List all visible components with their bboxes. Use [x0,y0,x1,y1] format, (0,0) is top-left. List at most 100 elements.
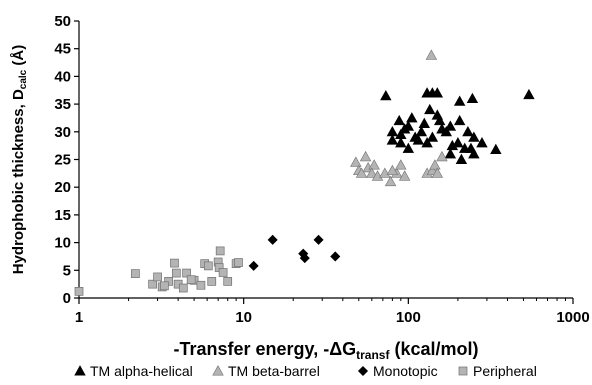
legend-marker-tm-alpha-helical [74,365,86,376]
data-point-tm-alpha-helical [433,114,446,126]
data-point-tm-alpha-helical [453,114,466,126]
legend-label-peripheral: Peripheral [473,363,537,379]
legend-label-tm-alpha-helical: TM alpha-helical [90,363,193,379]
data-point-tm-beta-barrel [359,150,372,162]
y-axis-title: Hydrophobic thickness, Dcalc (Å) [10,45,29,275]
y-tick-label: 30 [54,124,71,141]
data-point-monotopic [299,253,310,264]
data-point-tm-alpha-helical [395,137,407,148]
data-point-tm-beta-barrel [425,49,438,60]
data-point-tm-beta-barrel [429,159,441,170]
y-tick-label: 0 [63,290,71,307]
y-tick-label: 20 [54,179,71,196]
legend: TM alpha-helical TM beta-barrel Monotopic P… [74,363,537,379]
data-point-tm-alpha-helical [476,137,488,148]
data-point-tm-alpha-helical [490,143,502,154]
data-point-peripheral [170,258,179,268]
series-tm-alpha-helical [380,87,535,164]
y-tick-label: 10 [54,235,71,252]
data-point-tm-alpha-helical [453,95,466,106]
legend-marker-peripheral [458,366,468,376]
data-point-peripheral [203,261,213,271]
y-tick-label: 35 [54,96,71,113]
data-point-peripheral [182,268,191,278]
data-point-tm-alpha-helical [431,87,444,98]
data-point-tm-beta-barrel [379,167,391,178]
data-point-tm-alpha-helical [462,125,474,137]
data-point-tm-alpha-helical [465,142,477,153]
data-point-tm-beta-barrel [395,159,407,170]
x-tick-label: 10 [235,309,252,326]
legend-marker-tm-beta-barrel [212,365,224,376]
y-tick-label: 45 [54,41,71,58]
data-point-monotopic [330,251,341,262]
data-point-tm-alpha-helical [406,112,418,123]
data-point-tm-alpha-helical [402,142,415,153]
x-tick-label: 1000 [556,309,589,326]
data-point-peripheral [207,277,217,286]
data-point-peripheral [148,279,157,289]
y-tick-label: 50 [54,13,71,30]
data-point-tm-beta-barrel [431,167,444,178]
data-point-tm-alpha-helical [444,148,457,159]
x-axis-title: -Transfer energy, -ΔGtransf (kcal/mol) [173,339,478,362]
data-point-tm-alpha-helical [446,139,459,151]
data-point-peripheral [234,258,243,267]
data-point-peripheral [196,280,206,290]
data-point-peripheral [215,246,225,256]
series-peripheral [74,246,243,296]
data-point-tm-alpha-helical [444,120,457,131]
data-point-peripheral [178,283,188,293]
data-point-tm-alpha-helical [426,131,439,142]
data-point-tm-alpha-helical [452,137,464,148]
data-point-tm-alpha-helical [455,153,468,164]
data-point-peripheral [186,275,196,285]
y-tick-label: 40 [54,68,71,85]
data-point-tm-beta-barrel [436,150,448,162]
x-tick-label: 1 [75,309,83,326]
data-point-tm-alpha-helical [466,92,479,104]
data-point-peripheral [131,269,140,278]
data-point-peripheral [160,281,169,291]
data-point-tm-alpha-helical [398,123,411,134]
data-point-tm-alpha-helical [468,131,480,142]
data-point-tm-beta-barrel [355,167,368,178]
data-point-tm-beta-barrel [384,175,397,187]
data-point-tm-alpha-helical [386,134,399,145]
legend-label-monotopic: Monotopic [373,363,438,379]
data-point-monotopic [248,260,259,271]
legend-label-tm-beta-barrel: TM beta-barrel [228,363,320,379]
data-point-peripheral [74,287,84,296]
data-point-tm-alpha-helical [412,134,425,145]
data-point-monotopic [267,234,278,245]
data-point-tm-alpha-helical [523,88,535,100]
data-point-tm-alpha-helical [418,117,431,128]
data-point-tm-alpha-helical [393,114,405,126]
series-monotopic [248,234,341,271]
x-tick-label: 100 [396,309,421,326]
legend-marker-monotopic [357,365,369,377]
data-point-tm-beta-barrel [398,170,411,181]
data-point-peripheral [223,277,233,286]
data-point-tm-beta-barrel [350,156,362,167]
y-tick-label: 25 [54,152,71,169]
data-point-peripheral [153,272,162,282]
data-point-tm-alpha-helical [380,89,392,101]
data-point-tm-alpha-helical [424,103,436,115]
data-point-monotopic [313,234,324,245]
data-point-peripheral [218,268,228,277]
data-point-tm-alpha-helical [468,148,480,159]
data-point-tm-beta-barrel [386,164,399,176]
data-point-tm-beta-barrel [371,170,384,181]
y-tick-label: 15 [54,207,71,224]
data-point-peripheral [171,268,181,278]
data-point-tm-alpha-helical [421,137,433,148]
data-point-tm-alpha-helical [436,123,448,134]
series-tm-beta-barrel [350,49,448,187]
data-point-tm-beta-barrel [368,159,380,170]
data-point-tm-alpha-helical [415,125,428,137]
data-point-tm-beta-barrel [366,167,378,178]
y-tick-label: 5 [63,262,71,279]
